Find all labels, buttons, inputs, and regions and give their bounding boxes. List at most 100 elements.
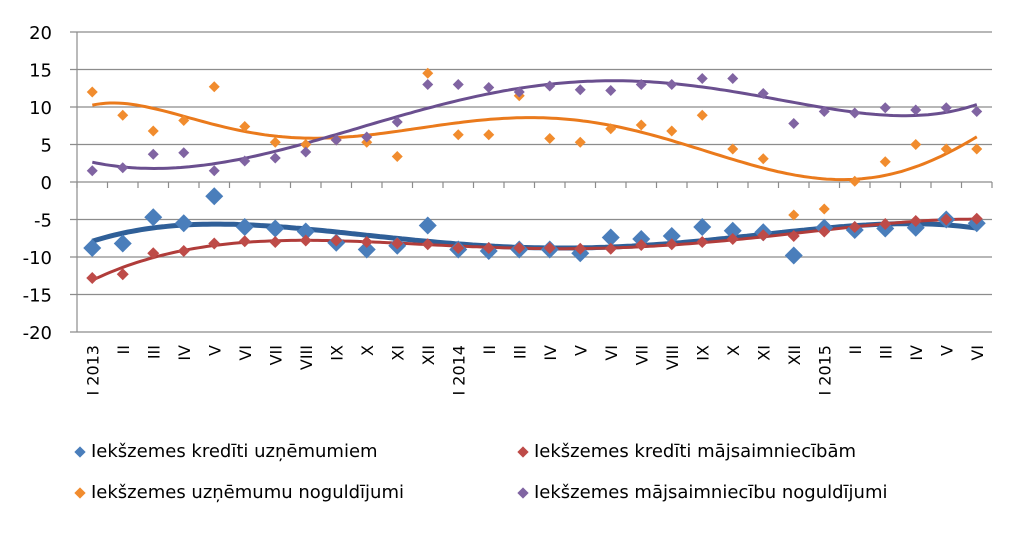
data-point-series-4 <box>86 165 98 177</box>
data-point-series-2 <box>848 221 861 233</box>
x-tick-label: VIII <box>297 345 316 370</box>
y-tick-label: -10 <box>23 248 52 269</box>
data-point-series-2 <box>757 229 770 242</box>
x-tick-label: II <box>114 345 133 354</box>
data-point-series-2 <box>970 212 983 225</box>
y-tick-label: -20 <box>23 323 52 344</box>
x-tick-label: V <box>571 345 590 356</box>
data-point-series-4 <box>605 85 617 96</box>
data-point-series-4 <box>940 102 952 114</box>
x-tick-label: VIII <box>663 345 682 370</box>
x-tick-label: XI <box>388 345 407 361</box>
data-point-series-2 <box>391 237 404 250</box>
data-point-series-4 <box>696 73 708 84</box>
y-tick-label: 20 <box>29 23 52 44</box>
data-point-series-2 <box>147 247 160 260</box>
data-point-series-2 <box>665 238 678 251</box>
data-point-series-1 <box>723 221 742 240</box>
x-tick-label: I 2015 <box>815 345 834 396</box>
data-point-series-3 <box>727 143 739 155</box>
data-point-series-4 <box>757 88 769 99</box>
data-point-series-3 <box>818 203 830 215</box>
data-point-series-2 <box>482 242 495 254</box>
data-point-series-3 <box>940 143 952 155</box>
x-tick-label: III <box>876 345 895 359</box>
data-point-series-2 <box>940 213 953 226</box>
data-point-series-4 <box>147 148 159 160</box>
data-point-series-3 <box>757 153 769 165</box>
data-point-series-3 <box>849 175 861 187</box>
x-tick-label: VI <box>236 345 255 361</box>
data-point-series-2 <box>635 239 648 251</box>
data-point-series-4 <box>849 107 861 119</box>
data-point-series-4 <box>666 79 678 90</box>
gridlines <box>70 31 993 333</box>
data-point-series-2 <box>696 236 709 248</box>
data-point-series-1 <box>693 218 712 236</box>
data-point-series-3 <box>910 139 922 150</box>
data-point-series-2 <box>604 242 617 255</box>
data-points <box>83 67 986 284</box>
data-point-series-3 <box>391 151 403 162</box>
data-point-series-4 <box>208 165 220 177</box>
data-point-series-2 <box>726 233 739 245</box>
data-point-series-4 <box>361 131 373 143</box>
data-point-series-4 <box>513 86 525 98</box>
data-point-series-4 <box>788 118 800 129</box>
data-point-series-1 <box>601 228 620 247</box>
data-point-series-3 <box>300 139 312 150</box>
data-point-series-2 <box>330 234 343 247</box>
data-point-series-2 <box>879 218 892 230</box>
data-point-series-3 <box>605 123 617 135</box>
y-tick-label: 5 <box>41 136 52 157</box>
y-tick-label: 0 <box>41 173 52 194</box>
x-tick-label: IV <box>175 345 194 361</box>
x-tick-label: III <box>144 345 163 359</box>
x-tick-label: XII <box>785 345 804 365</box>
data-point-series-2 <box>86 272 99 284</box>
data-point-series-4 <box>391 116 403 128</box>
y-axis-labels: 20 15 10 5 0 -5 -10 -15 -20 <box>23 23 52 344</box>
data-point-series-3 <box>574 136 586 148</box>
data-point-series-3 <box>239 121 251 132</box>
x-tick-label: VI <box>602 345 621 361</box>
data-point-series-2 <box>269 236 282 248</box>
data-point-series-1 <box>174 214 193 233</box>
data-point-series-1 <box>266 219 285 238</box>
data-point-series-2 <box>116 268 129 281</box>
data-point-series-2 <box>208 237 221 250</box>
data-point-series-3 <box>483 129 495 141</box>
data-point-series-1 <box>906 218 925 237</box>
data-point-series-3 <box>452 129 464 141</box>
data-point-series-3 <box>208 81 220 93</box>
data-point-series-3 <box>879 156 891 168</box>
data-point-series-4 <box>300 146 312 158</box>
data-point-series-2 <box>909 215 922 227</box>
data-point-series-4 <box>727 73 739 84</box>
data-point-series-2 <box>421 238 434 251</box>
data-point-series-1 <box>357 240 376 259</box>
data-point-series-4 <box>269 152 281 164</box>
data-point-series-4 <box>117 162 129 174</box>
data-point-series-1 <box>296 222 315 241</box>
data-point-series-2 <box>177 245 190 257</box>
data-point-series-3 <box>635 119 647 131</box>
data-point-series-4 <box>879 102 891 114</box>
x-tick-label: I 2013 <box>83 345 102 396</box>
x-tick-label: II <box>480 345 499 354</box>
x-tick-label: X <box>724 345 743 356</box>
y-tick-label: 15 <box>29 61 52 82</box>
data-point-series-4 <box>971 106 983 117</box>
data-point-series-3 <box>696 109 708 121</box>
data-point-series-2 <box>299 234 312 247</box>
data-point-series-4 <box>574 84 586 96</box>
data-point-series-1 <box>235 218 254 236</box>
data-point-series-4 <box>239 155 251 167</box>
data-point-series-3 <box>117 109 129 121</box>
x-axis-labels: I 2013 II III IV V VI VII VIII IX X XI XII I 2014 II I… <box>83 345 987 396</box>
data-point-series-3 <box>971 143 983 155</box>
data-point-series-2 <box>818 225 831 238</box>
data-point-series-3 <box>269 136 281 148</box>
x-tick-label: V <box>937 345 956 356</box>
